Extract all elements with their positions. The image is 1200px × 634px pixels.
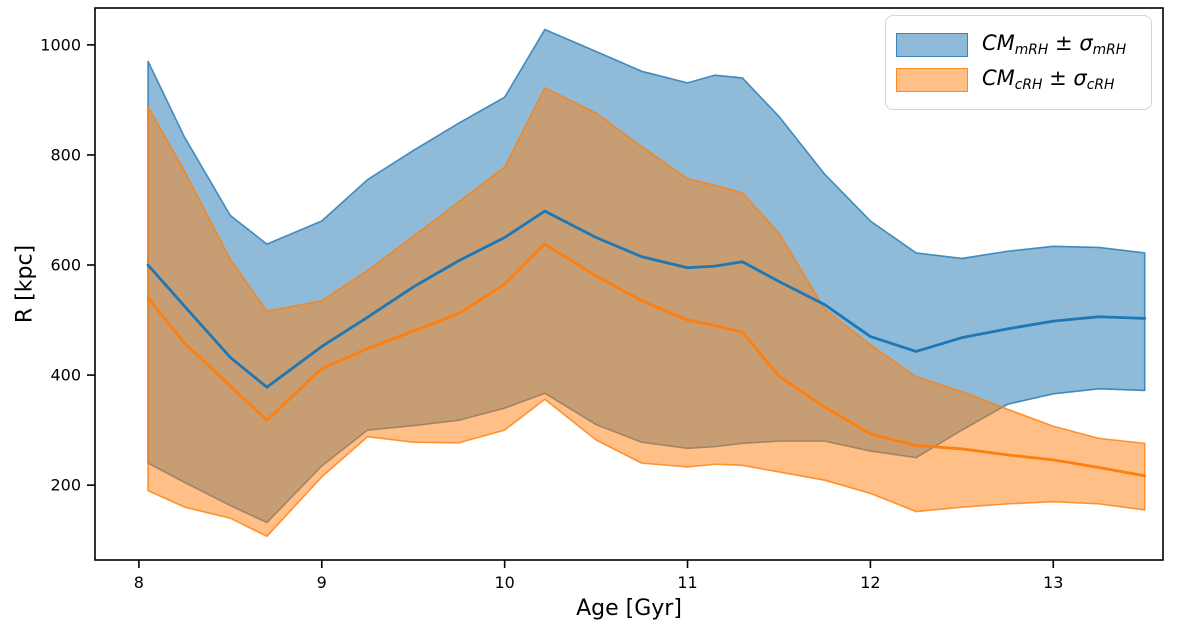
legend-label-segment: mRH — [1014, 41, 1049, 58]
legend-label-segment: ± — [1048, 30, 1080, 55]
mean-line-1 — [146, 242, 1147, 478]
x-axis-title: Age [Gyr] — [576, 596, 682, 621]
y-axis-title: R [kpc] — [12, 244, 38, 324]
legend-label-segment: σ — [1073, 65, 1087, 90]
y-tick-label: 400 — [50, 366, 81, 385]
legend-label-segment: cRH — [1014, 76, 1043, 93]
x-tick-label: 11 — [677, 573, 697, 592]
legend-label-0: CMmRH ± σmRH — [982, 30, 1127, 58]
x-tick-label: 10 — [494, 573, 514, 592]
legend-label-segment: cRH — [1086, 76, 1115, 93]
x-tick-label: 9 — [317, 573, 327, 592]
legend-item-1: CMcRH ± σcRH — [896, 67, 1141, 93]
legend-patch-0 — [896, 33, 968, 57]
uncertainty-band-1 — [147, 87, 1146, 538]
legend-label-segment: mRH — [1092, 41, 1127, 58]
x-tick-label: 8 — [134, 573, 144, 592]
mean-line-0 — [146, 209, 1147, 389]
legend-label-segment: σ — [1079, 30, 1093, 55]
x-tick-label: 12 — [860, 573, 880, 592]
legend: CMmRH ± σmRH CMcRH ± σcRH — [885, 15, 1152, 110]
y-tick-label: 600 — [50, 256, 81, 275]
legend-item-0: CMmRH ± σmRH — [896, 32, 1141, 58]
legend-patch-1 — [896, 68, 968, 92]
y-tick-label: 200 — [50, 476, 81, 495]
y-tick-label: 1000 — [40, 35, 81, 54]
y-tick-label: 800 — [50, 145, 81, 164]
legend-label-segment: CM — [982, 65, 1015, 90]
legend-label-1: CMcRH ± σcRH — [982, 65, 1115, 93]
x-tick-label: 13 — [1043, 573, 1063, 592]
plot-border — [94, 7, 1164, 561]
legend-label-segment: CM — [982, 30, 1015, 55]
legend-label-segment: ± — [1042, 65, 1074, 90]
